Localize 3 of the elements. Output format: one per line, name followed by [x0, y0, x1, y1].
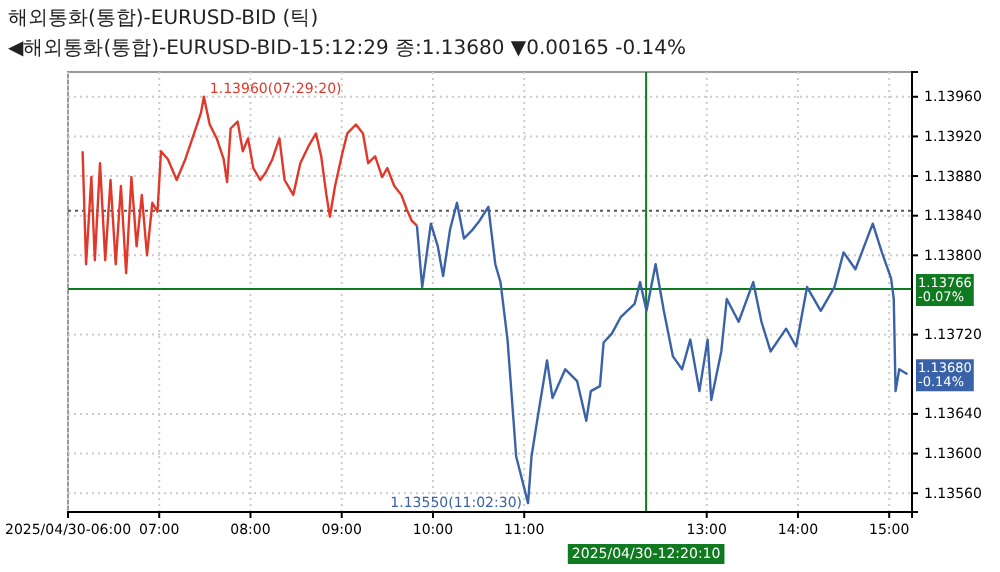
line-series: [81, 95, 419, 275]
chart-subtitle: ◀해외통화(통합)-EURUSD-BID-15:12:29 종:1.13680 ▼0.00165 -0.14%: [8, 38, 687, 60]
chart-title: 해외통화(통합)-EURUSD-BID (틱): [8, 8, 319, 30]
